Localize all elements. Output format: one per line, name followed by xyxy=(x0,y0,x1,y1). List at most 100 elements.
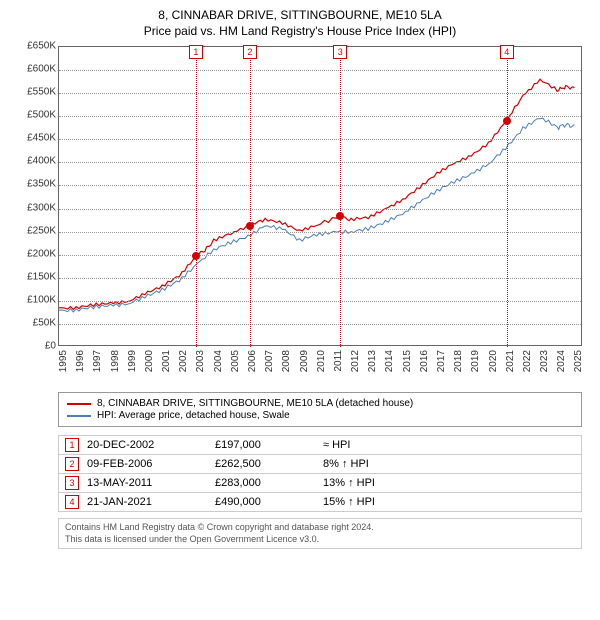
legend: 8, CINNABAR DRIVE, SITTINGBOURNE, ME10 5… xyxy=(58,392,582,427)
chart-subtitle: Price paid vs. HM Land Registry's House … xyxy=(14,24,586,38)
x-tick-label: 2007 xyxy=(264,350,275,372)
event-number-box: 1 xyxy=(65,438,79,452)
x-tick-label: 1995 xyxy=(58,350,69,372)
y-tick-label: £300K xyxy=(27,202,56,213)
event-vline xyxy=(250,47,251,347)
series-line xyxy=(59,118,574,312)
series-line xyxy=(59,79,574,309)
x-tick-label: 2018 xyxy=(453,350,464,372)
legend-item: 8, CINNABAR DRIVE, SITTINGBOURNE, ME10 5… xyxy=(67,398,573,409)
event-date: 21-JAN-2021 xyxy=(87,496,207,508)
chart-area: £0£50K£100K£150K£200K£250K£300K£350K£400… xyxy=(14,46,586,386)
x-tick-label: 2002 xyxy=(178,350,189,372)
x-tick-label: 2023 xyxy=(539,350,550,372)
event-number-box: 4 xyxy=(65,495,79,509)
y-tick-label: £150K xyxy=(27,271,56,282)
x-tick-label: 2019 xyxy=(470,350,481,372)
x-tick-label: 2020 xyxy=(488,350,499,372)
legend-label: 8, CINNABAR DRIVE, SITTINGBOURNE, ME10 5… xyxy=(97,398,413,409)
event-dot xyxy=(246,222,254,230)
x-tick-label: 2014 xyxy=(384,350,395,372)
event-vline xyxy=(340,47,341,347)
y-tick-label: £0 xyxy=(45,341,56,352)
x-tick-label: 1998 xyxy=(110,350,121,372)
event-diff: ≈ HPI xyxy=(323,439,575,451)
legend-item: HPI: Average price, detached house, Swal… xyxy=(67,410,573,421)
x-tick-label: 2016 xyxy=(419,350,430,372)
x-tick-label: 2021 xyxy=(505,350,516,372)
gridline xyxy=(59,70,581,71)
x-tick-label: 2008 xyxy=(281,350,292,372)
y-tick-label: £500K xyxy=(27,110,56,121)
event-dot xyxy=(503,117,511,125)
y-axis: £0£50K£100K£150K£200K£250K£300K£350K£400… xyxy=(14,46,58,346)
gridline xyxy=(59,93,581,94)
gridline xyxy=(59,255,581,256)
chart-title: 8, CINNABAR DRIVE, SITTINGBOURNE, ME10 5… xyxy=(14,8,586,22)
footer-attribution: Contains HM Land Registry data © Crown c… xyxy=(58,518,582,549)
x-tick-label: 2000 xyxy=(144,350,155,372)
x-tick-label: 2011 xyxy=(333,350,344,372)
x-tick-label: 1996 xyxy=(75,350,86,372)
event-number-box: 3 xyxy=(65,476,79,490)
x-tick-label: 2013 xyxy=(367,350,378,372)
event-date: 13-MAY-2011 xyxy=(87,477,207,489)
y-tick-label: £400K xyxy=(27,156,56,167)
event-row: 120-DEC-2002£197,000≈ HPI xyxy=(59,435,581,454)
gridline xyxy=(59,185,581,186)
x-tick-label: 2015 xyxy=(402,350,413,372)
event-diff: 13% ↑ HPI xyxy=(323,477,575,489)
x-tick-label: 2009 xyxy=(299,350,310,372)
event-price: £490,000 xyxy=(215,496,315,508)
gridline xyxy=(59,324,581,325)
gridline xyxy=(59,209,581,210)
gridline xyxy=(59,139,581,140)
legend-swatch xyxy=(67,415,91,417)
event-marker-box: 2 xyxy=(243,45,257,59)
gridline xyxy=(59,232,581,233)
event-dot xyxy=(192,252,200,260)
x-tick-label: 2017 xyxy=(436,350,447,372)
y-tick-label: £350K xyxy=(27,179,56,190)
event-diff: 15% ↑ HPI xyxy=(323,496,575,508)
event-row: 3 13-MAY-2011 £283,000 13% ↑ HPI xyxy=(59,473,581,492)
footer-line-1: Contains HM Land Registry data © Crown c… xyxy=(65,522,575,534)
gridline xyxy=(59,116,581,117)
x-axis: 1995199619971998199920002001200220032004… xyxy=(58,348,582,386)
y-tick-label: £450K xyxy=(27,133,56,144)
event-row: 209-FEB-2006£262,5008% ↑ HPI xyxy=(59,454,581,473)
plot-area: 1234 xyxy=(58,46,582,346)
y-tick-label: £200K xyxy=(27,248,56,259)
x-tick-label: 1997 xyxy=(92,350,103,372)
x-tick-label: 2004 xyxy=(213,350,224,372)
footer-line-2: This data is licensed under the Open Gov… xyxy=(65,534,575,546)
gridline xyxy=(59,278,581,279)
x-tick-label: 2006 xyxy=(247,350,258,372)
x-tick-label: 2024 xyxy=(556,350,567,372)
x-tick-label: 2005 xyxy=(230,350,241,372)
y-tick-label: £600K xyxy=(27,64,56,75)
event-diff: 8% ↑ HPI xyxy=(323,458,575,470)
y-tick-label: £650K xyxy=(27,41,56,52)
transaction-table: 120-DEC-2002£197,000≈ HPI209-FEB-2006£26… xyxy=(58,435,582,512)
event-price: £197,000 xyxy=(215,439,315,451)
event-row: 4 21-JAN-2021 £490,000 15% ↑ HPI xyxy=(59,492,581,511)
chart-container: 8, CINNABAR DRIVE, SITTINGBOURNE, ME10 5… xyxy=(0,0,600,555)
x-tick-label: 1999 xyxy=(127,350,138,372)
event-price: £283,000 xyxy=(215,477,315,489)
event-marker-box: 1 xyxy=(189,45,203,59)
legend-label: HPI: Average price, detached house, Swal… xyxy=(97,410,290,421)
event-dot xyxy=(336,212,344,220)
y-tick-label: £250K xyxy=(27,225,56,236)
event-marker-box: 3 xyxy=(333,45,347,59)
event-vline xyxy=(507,47,508,347)
x-tick-label: 2003 xyxy=(195,350,206,372)
gridline xyxy=(59,162,581,163)
x-tick-label: 2012 xyxy=(350,350,361,372)
event-vline xyxy=(196,47,197,347)
x-tick-label: 2025 xyxy=(573,350,584,372)
event-date: 09-FEB-2006 xyxy=(87,458,207,470)
line-series xyxy=(59,47,583,347)
event-price: £262,500 xyxy=(215,458,315,470)
y-tick-label: £550K xyxy=(27,87,56,98)
